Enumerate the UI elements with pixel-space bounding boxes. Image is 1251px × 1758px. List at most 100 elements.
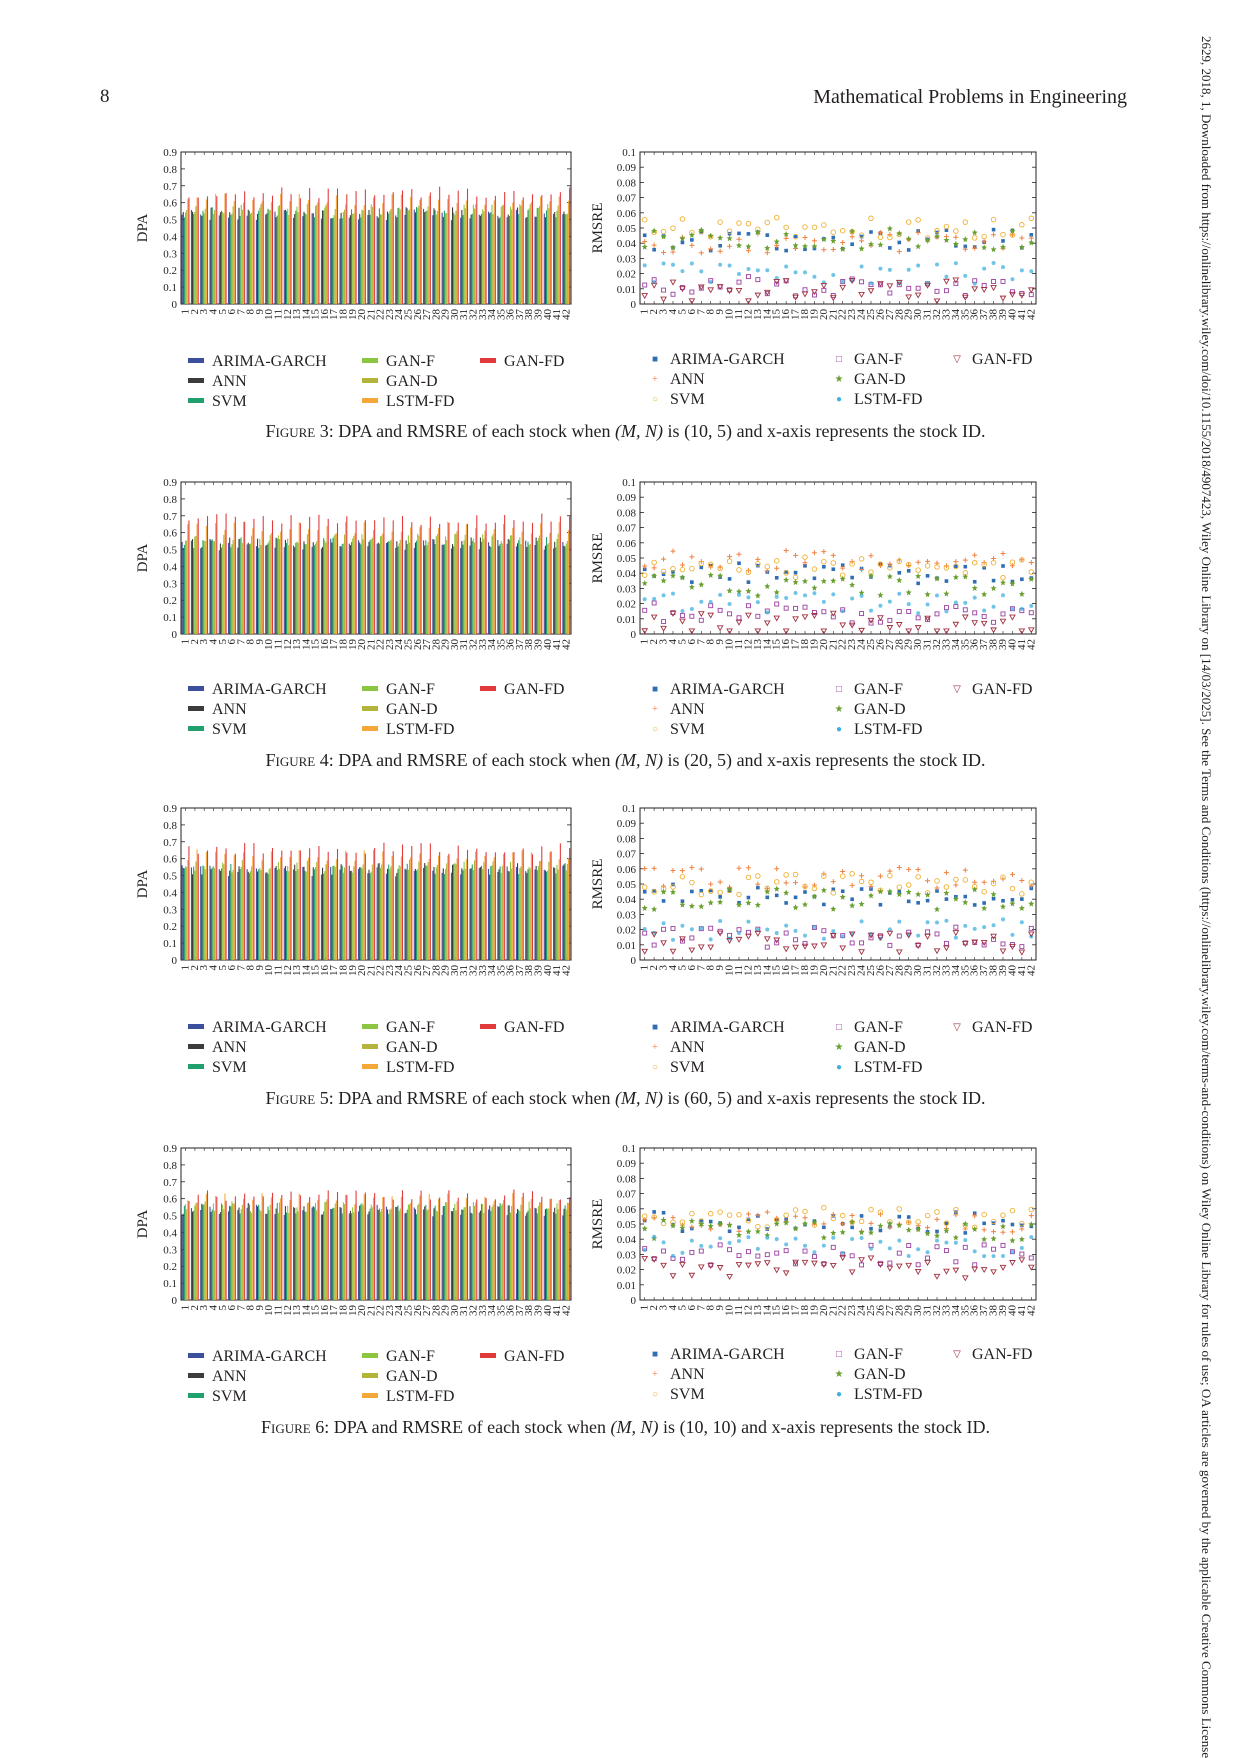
bar [537,1206,539,1300]
bar [546,871,548,960]
data-point [877,873,883,879]
data-point [717,889,723,896]
bar [323,873,325,960]
data-point [990,285,997,292]
data-point [821,599,826,604]
data-point [717,607,723,613]
data-point [981,888,987,895]
data-point [830,1244,836,1250]
data-point [773,278,781,285]
data-point [811,292,817,298]
data-point [812,246,817,251]
data-point [802,560,808,566]
data-point [887,1260,893,1266]
legend-item: LSTM-FD [362,720,454,740]
bar [513,191,515,304]
bar [359,213,361,304]
bar [398,865,400,960]
bar [224,193,226,304]
bar [565,870,567,960]
y-tick-label: 0.03 [617,583,637,595]
data-point [1009,289,1015,295]
bar [499,543,501,634]
bar [553,213,555,304]
data-point [962,877,969,883]
bar [368,209,370,304]
bar [419,853,421,960]
x-tick-label: 22 [375,639,387,650]
bar [190,210,192,304]
data-point [717,234,724,241]
data-point [641,1256,649,1262]
bar [382,851,384,960]
bar [314,867,317,960]
bar [196,523,198,634]
data-point [727,602,732,607]
x-tick-label: 3 [658,309,670,315]
bar [355,1190,357,1300]
bar [413,209,415,304]
bar [361,534,363,634]
x-tick-label: 25 [865,309,877,321]
data-point [896,1206,903,1212]
bar [251,1212,253,1300]
bar [233,522,235,634]
bar [464,208,466,304]
data-point [1019,944,1025,950]
x-tick-label: 39 [533,965,545,977]
data-point [915,230,921,236]
data-point [839,622,847,629]
y-tick-label: 0 [172,299,178,311]
bar [385,220,387,304]
data-point [698,866,704,872]
x-tick-label: 24 [856,309,868,321]
bar [429,1199,431,1300]
data-point [867,288,875,295]
data-point [803,593,807,598]
legend-label: SVM [670,391,705,408]
data-point [991,936,997,942]
bar [396,217,398,304]
data-point [736,588,742,595]
bar [466,523,469,634]
bar [330,866,332,960]
data-point [641,572,648,578]
y-axis-label: DPA [135,544,151,573]
legend-item: □ GAN-F [832,1018,903,1038]
data-point [934,1209,940,1215]
y-axis-label: DPA [135,870,151,899]
bar [336,188,339,304]
bar [345,850,347,960]
data-point [943,884,950,890]
x-tick-label: 7 [235,965,247,971]
data-point [830,614,836,620]
data-point [840,889,845,894]
bar [274,211,276,304]
data-point [792,1207,799,1213]
bar [361,868,363,960]
data-point [763,289,771,296]
bar [289,856,291,960]
data-point [1018,292,1026,299]
y-tick-label: 0.9 [163,147,177,159]
bar [439,1197,441,1300]
data-point [897,240,902,245]
data-point [641,243,648,250]
bar [223,1209,225,1300]
bar [498,869,500,960]
bar [391,856,393,960]
legend-label: GAN-D [386,373,438,390]
bar [182,212,184,304]
data-point [868,572,874,579]
bar [499,1203,501,1300]
y-tick-label: 0.3 [163,248,177,260]
data-point [831,567,836,572]
bar [399,209,401,304]
x-tick-label: 5 [676,639,688,645]
data-point [935,262,939,267]
data-point [735,619,743,626]
x-tick-label: 32 [468,1305,480,1316]
data-point [726,1222,733,1229]
data-point [736,865,742,871]
bar [469,868,471,960]
